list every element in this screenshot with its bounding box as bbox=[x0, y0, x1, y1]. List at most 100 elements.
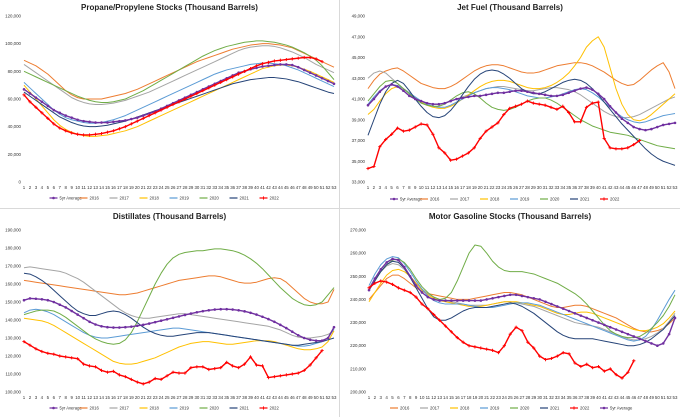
data-point-2022 bbox=[284, 57, 288, 62]
data-point-5yr-average bbox=[673, 316, 677, 320]
distillates-chart: Distillates (Thousand Barrels)100,000110… bbox=[5, 212, 337, 411]
data-point-5yr-average bbox=[608, 104, 612, 108]
x-tick-label: 19 bbox=[472, 395, 477, 400]
series-line-2021 bbox=[23, 272, 335, 346]
x-tick-label: 28 bbox=[525, 185, 530, 190]
data-point-5yr-average bbox=[650, 342, 653, 345]
data-point-2022 bbox=[513, 104, 518, 108]
x-tick-label: 14 bbox=[443, 395, 448, 400]
data-point-5yr-average bbox=[484, 93, 488, 97]
data-point-5yr-average bbox=[88, 320, 91, 324]
x-tick-label: 16 bbox=[111, 185, 116, 190]
data-point-2022 bbox=[177, 371, 181, 375]
x-tick-label: 10 bbox=[420, 395, 425, 400]
data-point-2022 bbox=[171, 370, 175, 374]
data-point-2022 bbox=[396, 286, 401, 290]
x-tick-label: 49 bbox=[308, 185, 313, 190]
data-point-5yr-average bbox=[632, 125, 635, 129]
x-tick-label: 23 bbox=[153, 395, 158, 400]
y-tick-label: 37,000 bbox=[352, 138, 366, 143]
x-tick-label: 44 bbox=[278, 185, 283, 190]
data-point-5yr-average bbox=[644, 128, 647, 132]
x-tick-label: 29 bbox=[188, 185, 193, 190]
data-point-2022 bbox=[479, 346, 483, 350]
x-tick-label: 29 bbox=[531, 185, 536, 190]
x-tick-label: 40 bbox=[254, 185, 259, 190]
legend-label: 2021 bbox=[240, 406, 250, 411]
x-tick-label: 35 bbox=[224, 185, 229, 190]
x-tick-label: 29 bbox=[188, 395, 193, 400]
x-tick-label: 33 bbox=[212, 395, 217, 400]
legend-label: 2022 bbox=[270, 196, 280, 201]
data-point-2022 bbox=[308, 363, 312, 367]
series-line-2020 bbox=[368, 244, 676, 339]
y-tick-label: 47,000 bbox=[352, 34, 366, 39]
data-point-5yr-average bbox=[638, 127, 641, 131]
x-tick-label: 13 bbox=[437, 395, 442, 400]
legend-label: 5yr Average bbox=[60, 196, 83, 201]
data-point-5yr-average bbox=[555, 94, 559, 98]
x-tick-label: 14 bbox=[442, 185, 447, 190]
x-tick-label: 43 bbox=[272, 395, 277, 400]
x-tick-label: 27 bbox=[177, 395, 182, 400]
data-point-5yr-average bbox=[596, 92, 600, 96]
x-tick-label: 10 bbox=[75, 185, 80, 190]
data-point-5yr-average bbox=[267, 317, 270, 321]
data-point-5yr-average bbox=[537, 92, 541, 96]
x-tick-label: 20 bbox=[135, 185, 140, 190]
x-tick-label: 33 bbox=[212, 185, 217, 190]
data-point-2022 bbox=[490, 348, 495, 352]
series-line-2016 bbox=[367, 62, 676, 90]
data-point-2022 bbox=[561, 104, 565, 108]
data-point-2022 bbox=[626, 370, 630, 374]
data-point-2022 bbox=[82, 133, 86, 137]
data-point-2022 bbox=[608, 146, 612, 150]
data-point-2022 bbox=[58, 354, 62, 358]
data-point-5yr-average bbox=[279, 323, 282, 327]
x-tick-label: 52 bbox=[667, 185, 672, 190]
legend-marker bbox=[572, 406, 576, 410]
x-tick-label: 53 bbox=[332, 185, 337, 190]
data-point-5yr-average bbox=[366, 103, 370, 107]
data-point-2022 bbox=[278, 374, 282, 378]
x-tick-label: 23 bbox=[153, 185, 158, 190]
data-point-5yr-average bbox=[602, 97, 606, 101]
data-point-5yr-average bbox=[526, 295, 530, 299]
data-point-2022 bbox=[608, 367, 612, 371]
x-tick-label: 42 bbox=[608, 395, 613, 400]
x-tick-label: 48 bbox=[302, 185, 307, 190]
data-point-2022 bbox=[64, 129, 68, 133]
x-tick-label: 17 bbox=[460, 185, 465, 190]
x-tick-label: 47 bbox=[637, 395, 642, 400]
data-point-5yr-average bbox=[326, 79, 330, 83]
data-point-2022 bbox=[135, 119, 139, 123]
data-point-5yr-average bbox=[64, 114, 68, 117]
x-tick-label: 1 bbox=[368, 395, 371, 400]
data-point-2022 bbox=[520, 329, 524, 333]
data-point-2022 bbox=[129, 377, 133, 381]
x-tick-label: 15 bbox=[448, 185, 453, 190]
data-point-5yr-average bbox=[231, 308, 234, 311]
x-tick-label: 22 bbox=[147, 185, 152, 190]
x-tick-label: 38 bbox=[242, 395, 247, 400]
y-tick-label: 39,000 bbox=[352, 117, 366, 122]
data-point-2022 bbox=[254, 363, 259, 367]
data-point-5yr-average bbox=[455, 97, 458, 101]
data-point-2022 bbox=[555, 107, 559, 111]
x-tick-label: 3 bbox=[380, 395, 383, 400]
data-point-2022 bbox=[147, 380, 151, 384]
x-tick-label: 21 bbox=[484, 185, 489, 190]
data-point-5yr-average bbox=[159, 319, 163, 323]
data-point-2022 bbox=[614, 147, 618, 151]
x-tick-label: 30 bbox=[194, 185, 199, 190]
x-tick-label: 5 bbox=[390, 185, 393, 190]
x-tick-label: 8 bbox=[409, 395, 412, 400]
data-point-5yr-average bbox=[391, 257, 394, 261]
data-point-5yr-average bbox=[384, 85, 388, 88]
x-tick-label: 41 bbox=[260, 185, 265, 190]
x-tick-label: 11 bbox=[425, 185, 430, 190]
y-tick-label: 250,000 bbox=[350, 274, 366, 279]
data-point-2022 bbox=[573, 361, 577, 365]
data-point-2022 bbox=[502, 112, 506, 117]
data-point-5yr-average bbox=[632, 335, 636, 338]
